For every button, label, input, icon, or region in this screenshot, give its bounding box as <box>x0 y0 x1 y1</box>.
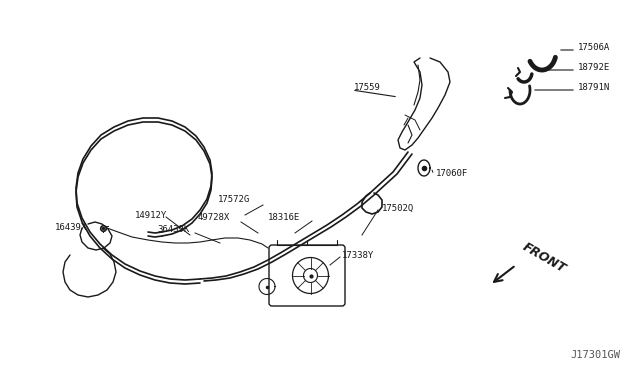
Text: 49728X: 49728X <box>197 214 229 222</box>
Text: 16439X: 16439X <box>55 224 87 232</box>
Text: FRONT: FRONT <box>520 240 568 276</box>
Text: 18792E: 18792E <box>578 64 611 73</box>
Text: 18316E: 18316E <box>268 214 300 222</box>
Text: 17060F: 17060F <box>436 169 468 177</box>
Text: 18791N: 18791N <box>578 83 611 93</box>
Text: 17338Y: 17338Y <box>342 250 374 260</box>
Text: 17506A: 17506A <box>578 44 611 52</box>
Text: 36439K: 36439K <box>157 225 189 234</box>
Text: J17301GW: J17301GW <box>570 350 620 360</box>
Text: 17559: 17559 <box>354 83 381 93</box>
Text: 17502Q: 17502Q <box>382 203 414 212</box>
Text: 14912Y: 14912Y <box>135 211 167 219</box>
Text: 17572G: 17572G <box>218 195 250 203</box>
